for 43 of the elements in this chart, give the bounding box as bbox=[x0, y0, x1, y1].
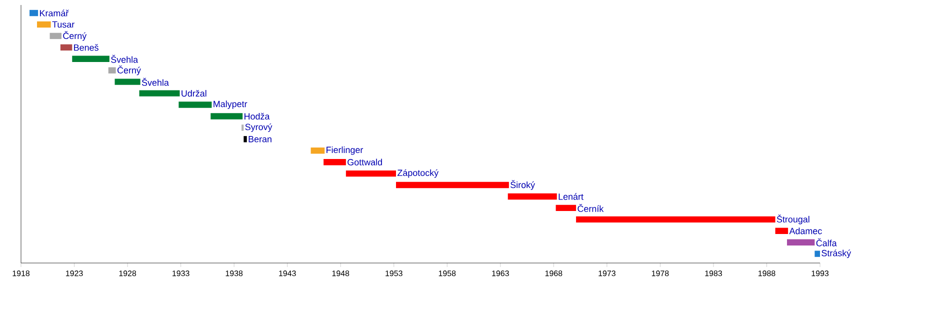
bar bbox=[50, 32, 62, 40]
bar bbox=[244, 136, 247, 142]
y-tick-label: Tusar bbox=[52, 21, 74, 28]
y-tick-label: Štrougal bbox=[776, 214, 810, 224]
y-tick-label: Švehla bbox=[142, 78, 169, 86]
y-tick-label: Černý bbox=[63, 31, 87, 41]
y-tick-label: Hodža bbox=[244, 112, 270, 120]
y-tick-label: Beneš bbox=[74, 44, 98, 51]
y-tick-label: Syrový bbox=[245, 123, 272, 132]
bar bbox=[576, 216, 776, 223]
y-tick-label: Malypetr bbox=[214, 100, 248, 109]
bar bbox=[36, 21, 51, 28]
bar bbox=[310, 148, 325, 154]
bar bbox=[508, 193, 557, 200]
bar bbox=[396, 182, 509, 188]
bar bbox=[114, 78, 140, 85]
y-tick-label: Stráský bbox=[822, 250, 852, 258]
bar bbox=[30, 10, 38, 16]
y-tick-label: Beran bbox=[248, 136, 272, 142]
bar bbox=[346, 170, 396, 177]
bar bbox=[775, 228, 788, 234]
bar bbox=[324, 158, 346, 166]
bar bbox=[814, 250, 820, 257]
y-tick-label: Švehla bbox=[111, 54, 138, 63]
y-tick-label: Lenárt bbox=[558, 193, 584, 200]
y-tick-label: Černík bbox=[578, 204, 604, 212]
bar bbox=[72, 56, 110, 62]
y-tick-label: Zápotocký bbox=[397, 169, 439, 178]
bar bbox=[108, 67, 116, 74]
y-tick-label: Fierlinger bbox=[326, 146, 364, 155]
y-tick-label: Čalfa bbox=[816, 238, 837, 246]
y-tick-label: Široký bbox=[510, 180, 536, 190]
y-tick-label: Gottwald bbox=[348, 158, 382, 166]
bar bbox=[786, 239, 815, 246]
bar bbox=[210, 113, 243, 120]
bar bbox=[556, 204, 576, 212]
y-tick-label: Černý bbox=[117, 66, 141, 76]
y-tick-label: Udržal bbox=[182, 90, 206, 97]
y-tick-label: Kramář bbox=[40, 10, 69, 16]
bar bbox=[60, 44, 72, 51]
bar bbox=[139, 90, 180, 96]
y-tick-label: Adamec bbox=[789, 228, 822, 234]
bar bbox=[178, 102, 212, 108]
